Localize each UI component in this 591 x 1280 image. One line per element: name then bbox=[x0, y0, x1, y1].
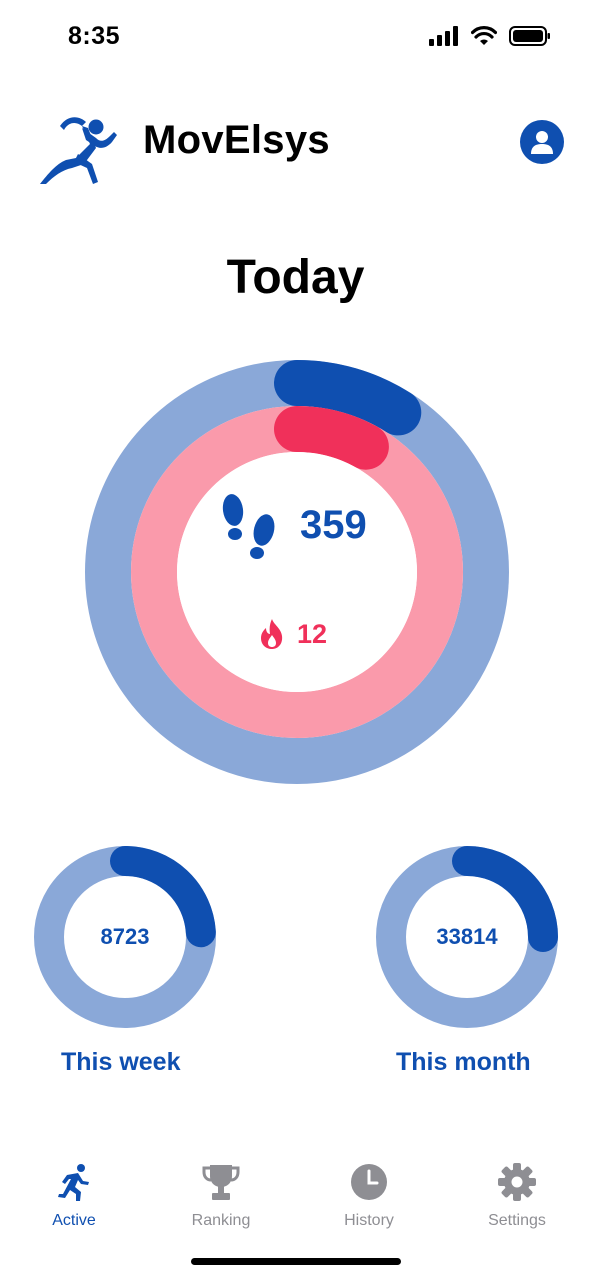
month-ring-progress bbox=[452, 846, 558, 952]
week-ring-progress bbox=[110, 846, 216, 948]
profile-button[interactable] bbox=[520, 120, 564, 164]
tab-bar: Active Ranking History bbox=[0, 1150, 591, 1240]
trophy-icon bbox=[199, 1160, 243, 1204]
tab-ranking-label: Ranking bbox=[191, 1212, 251, 1229]
tab-active-label: Active bbox=[52, 1212, 96, 1229]
week-steps-value: 8723 bbox=[100, 924, 150, 949]
signal-icon bbox=[429, 26, 458, 46]
flame-icon bbox=[261, 619, 283, 649]
status-bar: 8:35 bbox=[0, 0, 591, 80]
month-ring bbox=[376, 846, 558, 1028]
month-label: This month bbox=[396, 1048, 531, 1076]
steps-ring-progress bbox=[274, 360, 422, 436]
home-indicator bbox=[191, 1258, 401, 1265]
header: MovElsys bbox=[0, 100, 591, 190]
tab-ranking[interactable]: Ranking bbox=[166, 1160, 276, 1230]
status-time: 8:35 bbox=[68, 22, 121, 50]
tab-settings[interactable]: Settings bbox=[462, 1160, 572, 1230]
week-ring-center: 8723 bbox=[33, 845, 217, 1029]
today-stats: 359 12 bbox=[85, 360, 509, 784]
tab-active[interactable]: Active bbox=[19, 1160, 129, 1230]
month-steps-value: 33814 bbox=[436, 924, 498, 949]
tab-history[interactable]: History bbox=[314, 1160, 424, 1230]
battery-icon bbox=[509, 26, 550, 46]
month-ring-center: 33814 bbox=[375, 845, 559, 1029]
tab-history-label: History bbox=[344, 1212, 394, 1229]
status-icons bbox=[429, 26, 551, 46]
footprints-icon bbox=[222, 494, 275, 559]
calories-ring-progress bbox=[274, 406, 389, 470]
runner-logo-icon bbox=[40, 117, 117, 184]
week-label: This week bbox=[61, 1048, 181, 1076]
runner-icon bbox=[52, 1160, 96, 1204]
app-title: MovElsys bbox=[143, 118, 330, 162]
calories-value: 12 bbox=[297, 618, 328, 649]
tab-settings-label: Settings bbox=[488, 1212, 546, 1229]
today-title: Today bbox=[226, 251, 365, 304]
clock-icon bbox=[347, 1160, 391, 1204]
gear-icon bbox=[495, 1160, 539, 1204]
calories-row: 12 bbox=[259, 618, 327, 650]
steps-value: 359 bbox=[300, 502, 367, 547]
wifi-icon bbox=[471, 26, 497, 45]
user-icon bbox=[531, 131, 553, 154]
steps-row: 359 bbox=[220, 490, 367, 560]
week-ring bbox=[34, 846, 216, 1028]
